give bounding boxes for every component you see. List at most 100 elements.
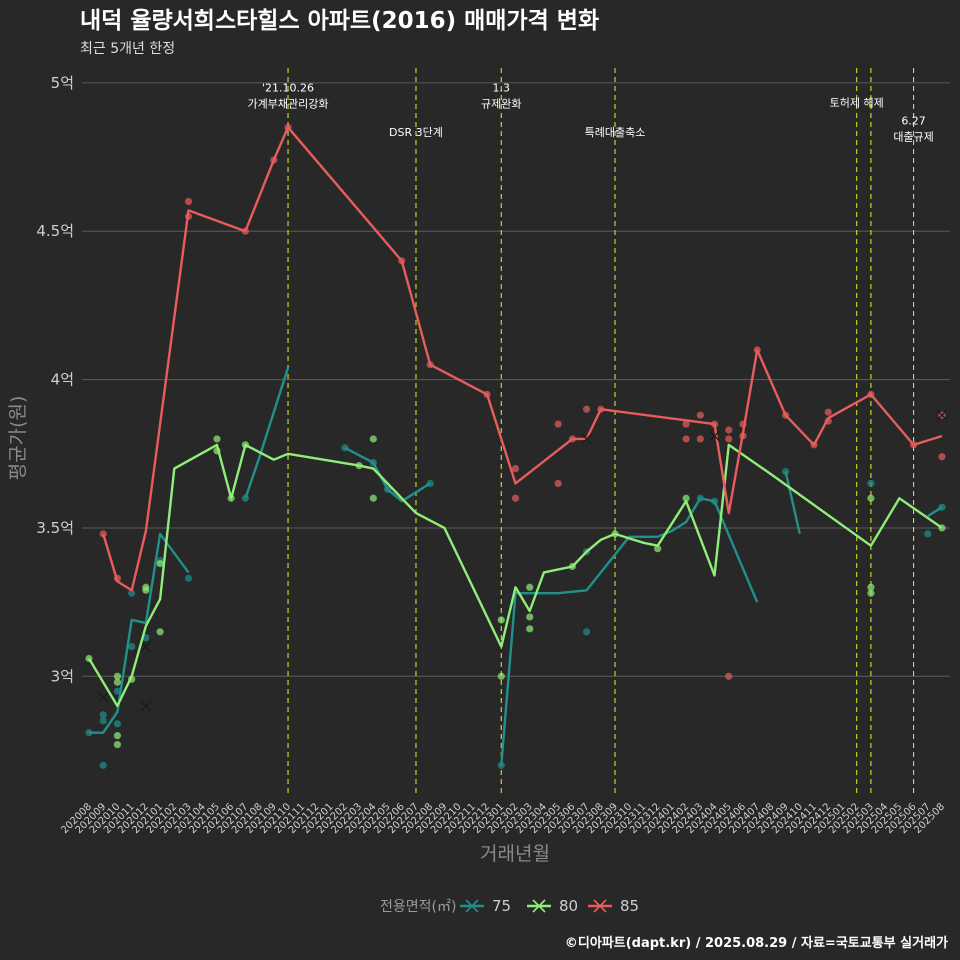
series-line (102, 126, 943, 592)
event-label: 6.27 (901, 114, 926, 127)
data-point (582, 628, 591, 636)
legend-title: 전용면적(㎡) (380, 899, 456, 915)
data-point (511, 464, 520, 473)
data-point (142, 586, 150, 594)
data-point (184, 574, 193, 582)
cross-mark (140, 700, 152, 712)
legend-item-75: 75 (460, 897, 511, 915)
event-label: '21.10.26 (262, 82, 314, 95)
data-point (497, 761, 505, 769)
data-point (526, 583, 534, 591)
series-line (784, 471, 801, 535)
x-axis-label: 거래년월 (480, 843, 550, 865)
legend-swatch-cross (593, 899, 607, 913)
data-point (369, 435, 377, 443)
series-line (927, 506, 943, 518)
cross-marker (581, 433, 593, 445)
event-label: 토허제 해제 (830, 96, 884, 110)
chart-caption: ©디아파트(dapt.kr) / 2025.08.29 / 자료=국토교통부 실… (565, 935, 948, 951)
data-point (682, 435, 690, 443)
cross-marker (709, 430, 720, 442)
data-point (867, 479, 875, 488)
data-point (824, 408, 832, 416)
event-label: 대출규제 (893, 130, 933, 143)
data-point (682, 494, 690, 502)
cross-mark (581, 433, 593, 445)
data-point (213, 435, 221, 443)
data-point (113, 740, 122, 749)
event-label: DSR 3단계 (389, 126, 443, 139)
series-85 (99, 123, 948, 680)
data-point (156, 559, 164, 568)
series-line (500, 497, 759, 766)
y-tick-label: 4억 (51, 371, 74, 389)
y-axis-label: 평균가(원) (7, 396, 29, 481)
y-tick-label: 3억 (51, 667, 74, 685)
data-point (938, 453, 946, 461)
cross-marker (97, 691, 109, 703)
grid (82, 82, 950, 677)
y-tick-label: 4.5억 (36, 222, 74, 240)
data-point (682, 420, 690, 428)
data-point (99, 761, 107, 769)
y-tick-labels: 3억 3.5억 4억 4.5억 5억 (36, 74, 74, 685)
data-point (725, 672, 733, 680)
data-point (113, 732, 122, 740)
legend-swatch-cross (532, 899, 546, 913)
data-point (554, 420, 562, 428)
data-point (156, 628, 164, 636)
data-point (696, 411, 704, 419)
legend-label: 85 (620, 897, 639, 915)
series-line (89, 532, 190, 734)
legend-swatch-cross (465, 899, 479, 913)
cross-marker (140, 641, 152, 653)
cross-mark (709, 430, 720, 442)
data-point (725, 435, 733, 443)
series-layer (85, 123, 948, 769)
cross-mark (936, 409, 948, 421)
cross-mark (140, 641, 152, 653)
cross-marker (140, 700, 152, 712)
data-point (526, 613, 534, 621)
y-tick-label: 5억 (51, 74, 74, 92)
event-label: 특례대출축소 (585, 126, 646, 139)
series-line (344, 446, 431, 503)
data-point (113, 720, 122, 728)
data-point (497, 616, 505, 624)
data-point (725, 426, 733, 434)
data-point (369, 494, 377, 502)
cross-mark (97, 691, 109, 703)
data-point (526, 625, 534, 633)
chart-title: 내덕 율량서희스타힐스 아파트(2016) 매매가격 변화 (80, 8, 599, 34)
x-tick-labels: 2020082020092020102020112020122021012021… (59, 801, 947, 836)
y-tick-label: 3.5억 (36, 519, 74, 537)
event-label: 가계부채관리강화 (248, 98, 329, 111)
cross-marker (936, 409, 948, 421)
legend: 전용면적(㎡) 75 80 85 (380, 897, 639, 915)
event-label: 규제완화 (481, 98, 521, 111)
data-point (924, 530, 932, 538)
data-point (497, 672, 505, 680)
data-point (867, 589, 875, 597)
data-point (99, 717, 107, 725)
legend-label: 75 (492, 897, 511, 915)
data-point (582, 405, 591, 413)
data-point (99, 530, 107, 538)
data-point (99, 711, 107, 719)
data-point (113, 672, 122, 680)
data-point (654, 545, 662, 553)
legend-item-80: 80 (527, 897, 578, 915)
data-point (696, 435, 704, 443)
data-point (554, 479, 562, 488)
data-point (867, 494, 875, 502)
chart-subtitle: 최근 5개년 한정 (80, 41, 175, 57)
data-point (184, 197, 193, 206)
data-point (511, 494, 520, 502)
series-line (244, 367, 290, 499)
data-point (113, 678, 122, 686)
data-point (867, 583, 875, 591)
series-line (87, 443, 943, 708)
